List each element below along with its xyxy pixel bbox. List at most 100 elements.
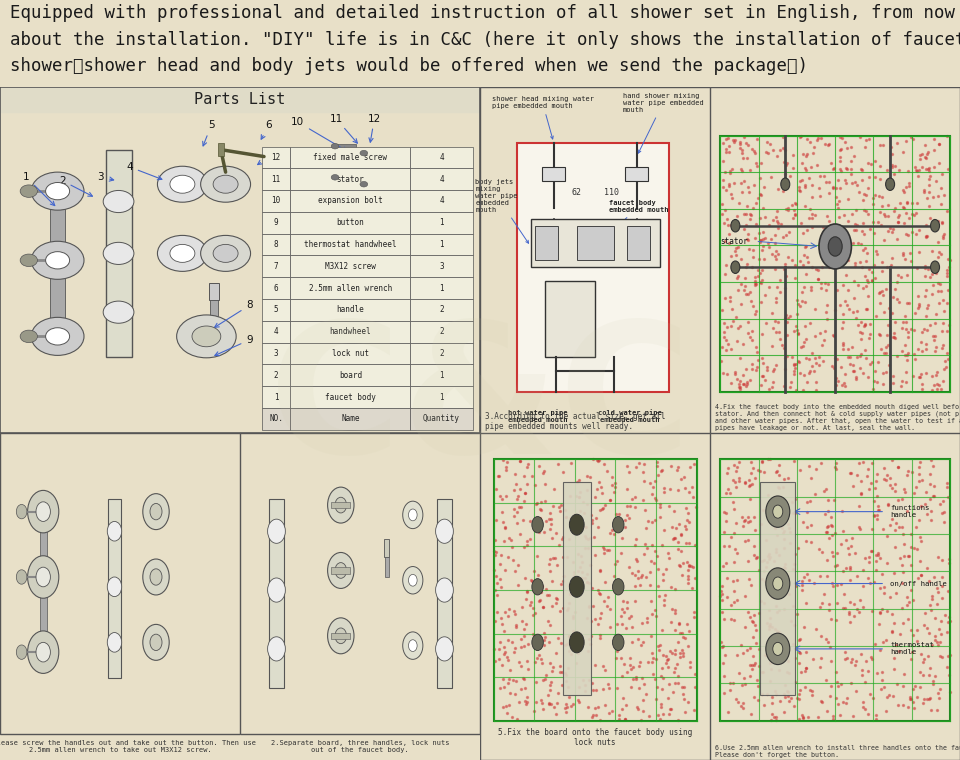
Bar: [261, 277, 290, 299]
Point: [502, 687, 517, 699]
Point: [928, 308, 944, 320]
Point: [899, 181, 914, 193]
Point: [862, 331, 877, 344]
Point: [747, 147, 762, 159]
Point: [797, 681, 812, 693]
Point: [925, 676, 941, 688]
Point: [798, 200, 813, 212]
Point: [753, 267, 768, 279]
Point: [789, 308, 804, 320]
Point: [739, 363, 755, 375]
Circle shape: [150, 568, 162, 585]
Point: [923, 212, 938, 224]
Point: [494, 493, 510, 505]
Point: [661, 500, 677, 512]
Bar: [411, 277, 472, 299]
Point: [873, 329, 888, 341]
Point: [614, 703, 630, 715]
Circle shape: [104, 301, 134, 323]
Point: [920, 146, 935, 158]
Point: [728, 245, 743, 258]
Point: [752, 563, 767, 575]
Point: [822, 531, 837, 543]
Point: [716, 687, 732, 699]
Point: [748, 637, 763, 649]
Point: [878, 347, 894, 359]
Point: [826, 580, 841, 592]
Point: [876, 682, 892, 694]
Point: [509, 506, 524, 518]
Text: 3: 3: [274, 349, 278, 358]
Point: [869, 549, 884, 561]
Point: [897, 538, 912, 550]
Point: [939, 264, 954, 276]
Point: [800, 148, 815, 160]
Point: [819, 248, 834, 260]
Point: [896, 315, 911, 328]
Point: [926, 334, 942, 347]
Point: [869, 564, 884, 576]
Point: [886, 168, 901, 180]
Point: [718, 649, 733, 661]
Text: 5: 5: [274, 306, 278, 315]
Point: [505, 711, 520, 724]
Point: [919, 148, 934, 160]
Point: [596, 547, 612, 559]
Point: [508, 619, 523, 631]
Point: [758, 648, 774, 660]
Point: [785, 600, 801, 613]
Point: [763, 638, 779, 650]
Point: [768, 296, 783, 308]
Point: [839, 692, 854, 705]
Point: [849, 685, 864, 697]
Point: [772, 274, 787, 287]
Point: [557, 667, 572, 679]
Point: [930, 285, 946, 297]
Point: [582, 601, 597, 613]
Point: [904, 208, 920, 220]
Text: 9: 9: [215, 335, 252, 356]
Circle shape: [780, 178, 790, 191]
Point: [543, 698, 559, 710]
Point: [541, 636, 557, 648]
Point: [923, 319, 938, 331]
Point: [761, 567, 777, 579]
Point: [737, 477, 753, 489]
Point: [648, 492, 663, 504]
Bar: [720, 459, 950, 720]
Point: [852, 594, 868, 606]
Bar: [209, 283, 219, 300]
Point: [722, 683, 737, 695]
Point: [513, 455, 528, 467]
Bar: [411, 168, 472, 190]
Point: [653, 465, 668, 477]
Point: [621, 612, 636, 624]
Point: [799, 646, 814, 658]
Point: [648, 652, 663, 664]
Point: [790, 327, 805, 339]
Point: [927, 317, 943, 329]
Point: [670, 670, 685, 682]
Point: [734, 144, 750, 157]
Point: [634, 672, 649, 684]
Point: [844, 163, 859, 175]
Point: [828, 692, 843, 704]
Point: [588, 613, 603, 625]
Point: [714, 304, 730, 316]
Point: [492, 573, 508, 585]
Point: [833, 677, 849, 689]
Point: [924, 639, 939, 651]
Point: [715, 341, 731, 353]
Point: [677, 693, 692, 705]
Point: [747, 524, 762, 537]
Point: [885, 223, 900, 235]
Point: [876, 234, 892, 246]
Point: [618, 698, 634, 711]
Point: [645, 656, 660, 668]
Point: [925, 161, 941, 173]
Point: [768, 629, 783, 641]
Point: [741, 573, 756, 585]
Point: [819, 483, 834, 496]
Point: [777, 473, 792, 485]
Point: [926, 379, 942, 391]
